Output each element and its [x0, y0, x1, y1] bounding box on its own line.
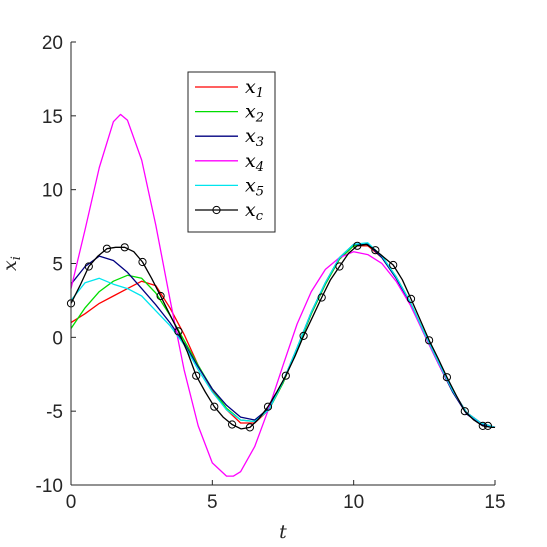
legend-box — [187, 71, 276, 233]
series-marker-xc — [335, 262, 344, 271]
legend-label-x1: x1 — [245, 76, 264, 101]
x-tick-label: 0 — [66, 492, 77, 513]
legend-label-x4: x4 — [245, 150, 264, 175]
series-line-x3 — [70, 243, 496, 429]
y-axis-label-sub: i — [9, 256, 24, 260]
series-line-xc — [70, 243, 495, 430]
series-marker-xc — [228, 420, 237, 429]
legend-label-xc: xc — [245, 199, 264, 224]
y-tick-label: 10 — [42, 181, 63, 202]
series-line-x2 — [70, 243, 496, 429]
y-axis-label-base: x — [0, 260, 21, 271]
series-marker-xc — [102, 244, 112, 253]
series-marker-xc — [245, 423, 254, 432]
series-marker-xc — [353, 241, 362, 250]
legend-label-x3: x3 — [245, 125, 264, 150]
series-marker-xc — [263, 402, 273, 411]
series-marker-xc — [192, 371, 201, 380]
x-tick-label: 15 — [484, 492, 505, 513]
series-marker-xc — [317, 293, 326, 302]
y-axis-label: xi — [0, 256, 24, 271]
series-marker-xc — [138, 257, 147, 267]
series-marker-xc — [299, 331, 308, 340]
series-line-x1 — [70, 245, 496, 429]
series-marker-xc — [174, 327, 183, 336]
series-marker-xc — [389, 260, 398, 270]
y-tick-label: 0 — [52, 328, 63, 349]
legend-marker-xc — [212, 205, 221, 215]
plot-area — [66, 113, 496, 477]
series-marker-xc — [483, 421, 492, 430]
x-tick-label: 10 — [343, 492, 364, 513]
series-marker-xc — [478, 421, 487, 430]
y-tick-label: 20 — [42, 33, 63, 54]
series-marker-xc — [84, 262, 93, 271]
series-line-x4 — [70, 113, 496, 477]
y-tick-label: -10 — [36, 476, 63, 497]
series-marker-xc — [406, 294, 416, 303]
series-line-x5 — [70, 242, 496, 429]
y-tick-label: 15 — [42, 107, 63, 128]
legend-label-x2: x2 — [245, 101, 264, 126]
series-marker-xc — [460, 407, 469, 416]
legend-label-x5: x5 — [245, 174, 264, 199]
x-tick-label: 5 — [207, 492, 218, 513]
series-marker-xc — [120, 243, 129, 252]
axes: 0 5 10 15 -10 -5 0 5 10 15 20 — [36, 33, 506, 513]
series-marker-xc — [442, 373, 451, 382]
series-marker-xc — [371, 246, 380, 255]
y-tick-label: 5 — [52, 255, 63, 276]
series-marker-xc — [281, 371, 290, 380]
x-axis-label: t — [279, 521, 287, 543]
series-marker-xc — [156, 291, 165, 301]
y-tick-label: -5 — [46, 402, 63, 423]
series-marker-xc — [425, 336, 434, 345]
series-marker-xc — [210, 402, 219, 411]
